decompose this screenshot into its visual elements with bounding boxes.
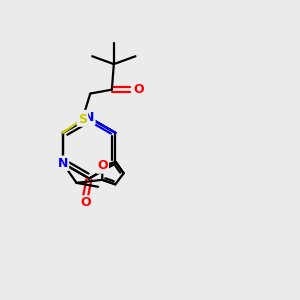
Text: O: O	[133, 83, 144, 96]
Text: O: O	[97, 160, 108, 172]
Text: S: S	[78, 112, 87, 126]
Text: N: N	[58, 157, 68, 170]
Text: O: O	[80, 196, 91, 209]
Text: N: N	[84, 111, 94, 124]
